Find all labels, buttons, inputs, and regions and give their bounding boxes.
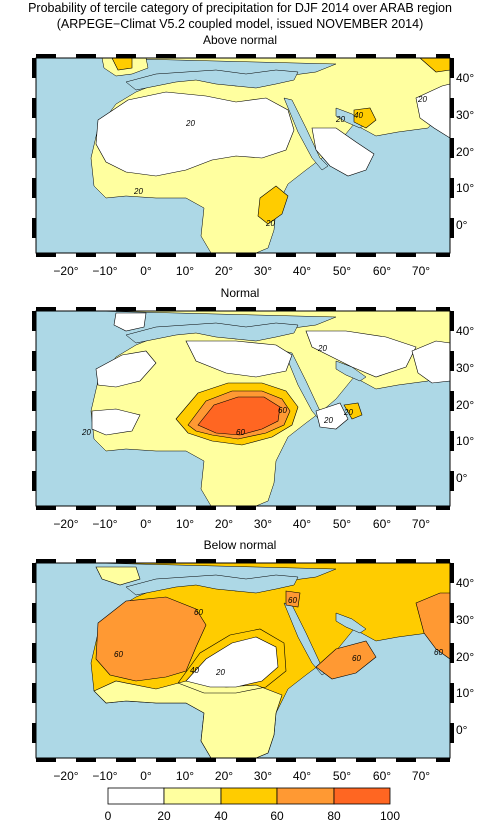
contour-label: 20	[343, 408, 353, 417]
lat-axis: 40° 30° 20° 10° 0°	[456, 71, 474, 232]
lat-label: 10°	[456, 181, 474, 195]
lat-label: 20°	[456, 398, 474, 412]
contour-label: 60	[434, 648, 443, 657]
colorbar-tick-label: 20	[157, 809, 171, 823]
contour-label: 20	[265, 219, 275, 228]
contour-40-60-horn	[257, 185, 289, 225]
colorbar-bin-0	[107, 787, 165, 805]
contour-lt20-sahara	[95, 91, 295, 177]
map-panel-below: 60 60 60 60 20 40 60 40°	[32, 559, 474, 762]
lat-label: 30°	[456, 361, 474, 375]
lat-label: 10°	[456, 686, 474, 700]
contour-label: 20	[323, 416, 333, 425]
panel-title-below: Below normal	[203, 538, 277, 552]
lat-label: 40°	[456, 71, 474, 85]
mediterranean-sea	[125, 574, 299, 596]
lat-label: 0°	[456, 218, 468, 232]
map-panel-normal: 20 20 20 60 60 20 40°	[32, 307, 474, 510]
colorbar: 0 20 40 60 80 100	[105, 787, 400, 823]
contour-lt20-arabia	[311, 127, 375, 177]
panel-title-normal: Normal	[220, 286, 260, 300]
contour-lt20-north	[113, 312, 147, 332]
colorbar-tick-label: 80	[327, 809, 341, 823]
map-panel-above: 20 20 20 20 40 20 40°	[32, 54, 474, 257]
panel-title-above: Above normal	[202, 33, 278, 47]
contour-lt20-mideast	[305, 330, 417, 378]
contour-20-40-north	[95, 566, 141, 586]
red-sea	[283, 97, 329, 171]
contour-lt20-core	[185, 636, 279, 688]
contour-label: 40	[190, 666, 199, 675]
lat-label: 30°	[456, 613, 474, 627]
chart-subtitle: (ARPEGE−Climat V5.2 coupled model, issue…	[56, 17, 424, 31]
colorbar-tick-label: 0	[105, 809, 112, 823]
contour-label: 20	[335, 115, 345, 124]
contour-label: 20	[317, 344, 327, 353]
lat-label: 20°	[456, 650, 474, 664]
lat-axis: 40° 30° 20° 10° 0°	[456, 324, 474, 485]
contour-lt20-libya	[185, 340, 293, 378]
colorbar-bin-1	[163, 787, 222, 805]
mediterranean-sea	[125, 69, 299, 91]
frame-ticks-top	[32, 54, 454, 257]
colorbar-tick-label: 60	[270, 809, 284, 823]
lat-label: 40°	[456, 576, 474, 590]
colorbar-tick-label: 100	[380, 809, 400, 823]
contour-40-60-gulf	[353, 107, 377, 129]
colorbar-bin-3	[276, 787, 335, 805]
frame-ticks	[32, 307, 454, 510]
chart-title: Probability of tercile category of preci…	[28, 1, 452, 15]
contour-label: 20	[215, 668, 225, 677]
contour-label: 20	[133, 187, 143, 196]
lat-label: 10°	[456, 434, 474, 448]
contour-label: 60	[278, 406, 287, 415]
lat-label: 0°	[456, 471, 468, 485]
colorbar-bin-4	[333, 787, 391, 805]
contour-label: 20	[417, 95, 427, 104]
lat-label: 40°	[456, 324, 474, 338]
colorbar-bin-2	[220, 787, 278, 805]
contour-lt20-west	[95, 350, 157, 388]
contour-label: 60	[288, 596, 297, 605]
mediterranean-sea	[125, 322, 299, 344]
lat-label: 0°	[456, 723, 468, 737]
colorbar-tick-label: 40	[214, 809, 228, 823]
contour-label: 60	[194, 608, 203, 617]
contour-lt20-horn	[315, 402, 349, 430]
contour-20-40-ring	[177, 628, 287, 694]
contour-60-80-levant	[285, 590, 301, 608]
contour-lt20-sw	[91, 408, 141, 436]
frame-ticks	[32, 559, 454, 762]
lat-axis: 40° 30° 20° 10° 0°	[456, 576, 474, 737]
contour-80-100-core	[197, 396, 281, 436]
lat-label: 30°	[456, 108, 474, 122]
lat-label: 20°	[456, 145, 474, 159]
contour-60-80-arabia	[315, 640, 377, 680]
contour-label: 60	[352, 654, 361, 663]
contour-label: 20	[185, 119, 195, 128]
contour-label: 60	[114, 650, 123, 659]
persian-gulf	[335, 612, 367, 634]
contour-label: 20	[81, 428, 91, 437]
contour-40-60-horn	[343, 402, 363, 420]
contour-60-80-west	[95, 596, 207, 682]
contour-label: 40	[354, 111, 363, 120]
contour-label: 60	[236, 428, 245, 437]
